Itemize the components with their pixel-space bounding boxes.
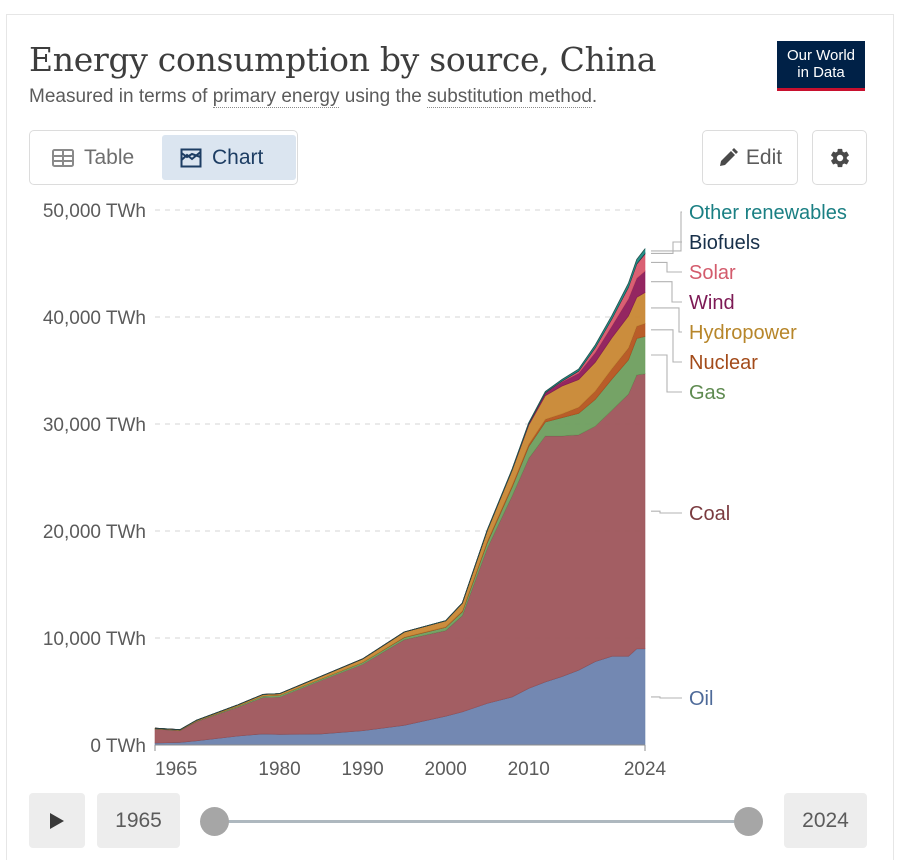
x-tick-label: 1980	[258, 759, 300, 780]
timeline-end-handle[interactable]	[733, 807, 763, 836]
y-tick-label: 10,000 TWh	[43, 629, 146, 650]
gear-icon	[830, 148, 849, 167]
table-icon	[52, 148, 74, 167]
energy-area-chart: 0 TWh 10,000 TWh 20,000 TWh 30,000 TWh 40,00…	[43, 201, 847, 780]
y-tick-label: 20,000 TWh	[43, 522, 146, 543]
legend-label-wind: Wind	[689, 292, 735, 314]
x-tick-label: 2024	[624, 759, 667, 780]
legend-leader-hydropower	[651, 307, 682, 333]
play-icon	[50, 812, 64, 829]
legend-label-hydropower: Hydropower	[689, 322, 797, 344]
timeline-start-year[interactable]: 1965	[97, 793, 180, 848]
tab-table-label: Table	[84, 145, 135, 169]
legend-leader-nuclear	[651, 329, 682, 363]
edit-button[interactable]: Edit	[702, 130, 798, 185]
area-edge-other-renewables	[154, 248, 646, 731]
legend-label-other-renewables: Other renewables	[689, 202, 847, 224]
logo-line-1: Our World	[786, 47, 856, 64]
legend-leader-wind	[651, 281, 682, 303]
substitution-method-link[interactable]: substitution method	[427, 86, 592, 108]
x-tick-label: 2010	[508, 759, 550, 780]
subtitle-middle: using the	[339, 86, 428, 107]
area-chart-icon	[180, 148, 202, 167]
x-tick-label: 1965	[155, 759, 197, 780]
legend-label-oil: Oil	[689, 688, 713, 710]
tab-table[interactable]: Table	[34, 135, 160, 180]
legend-leader-biofuels	[651, 241, 682, 254]
legend-label-gas: Gas	[689, 382, 726, 404]
timeline-end-year[interactable]: 2024	[784, 793, 867, 848]
chart-card	[6, 14, 894, 860]
page-title: Energy consumption by source, China	[29, 40, 657, 79]
chart-subtitle: Measured in terms of primary energy usin…	[29, 86, 597, 108]
tab-chart[interactable]: Chart	[162, 135, 296, 180]
legend-label-solar: Solar	[689, 262, 736, 284]
tab-chart-label: Chart	[212, 145, 264, 169]
timeline-start-handle[interactable]	[199, 807, 229, 836]
subtitle-prefix: Measured in terms of	[29, 86, 213, 107]
play-button[interactable]	[29, 793, 85, 848]
timeline-track[interactable]	[214, 820, 748, 823]
x-tick-label: 2000	[425, 759, 467, 780]
legend-leader-oil	[651, 696, 682, 699]
owid-logo[interactable]: Our World in Data	[777, 41, 865, 91]
legend-label-coal: Coal	[689, 503, 730, 525]
y-tick-label: 50,000 TWh	[43, 201, 146, 222]
edit-label: Edit	[745, 145, 783, 169]
subtitle-suffix: .	[591, 86, 598, 107]
legend-leader-coal	[651, 510, 682, 514]
legend-label-nuclear: Nuclear	[689, 352, 758, 374]
x-tick-label: 1990	[341, 759, 383, 780]
pencil-icon	[719, 147, 738, 166]
legend-label-biofuels: Biofuels	[689, 232, 760, 254]
legend-leader-solar	[651, 261, 682, 273]
legend-leader-other-renewables	[651, 211, 682, 252]
legend-leader-gas	[651, 354, 682, 393]
logo-line-2: in Data	[797, 64, 845, 81]
view-tabs: Table Chart	[29, 130, 298, 185]
primary-energy-link[interactable]: primary energy	[212, 86, 340, 108]
settings-button[interactable]	[812, 130, 867, 185]
y-tick-label: 30,000 TWh	[43, 415, 146, 436]
y-tick-label: 40,000 TWh	[43, 308, 146, 329]
y-tick-label: 0 TWh	[90, 736, 146, 757]
